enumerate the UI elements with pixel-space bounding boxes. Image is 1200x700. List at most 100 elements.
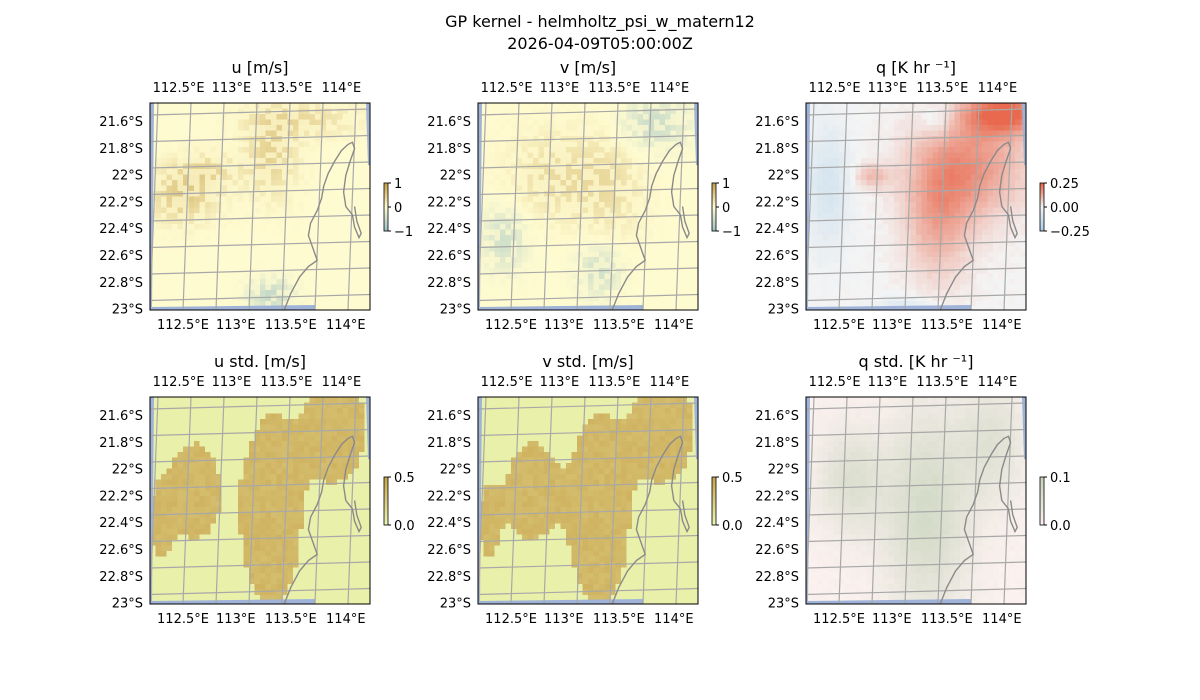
heatmap-cell [960, 273, 966, 280]
heatmap-cell [348, 185, 354, 192]
heatmap-cell [811, 147, 818, 153]
heatmap-cell [987, 251, 994, 258]
heatmap-cell [188, 119, 195, 126]
heatmap-cell [304, 413, 310, 420]
heatmap-cell [353, 207, 360, 214]
heatmap-cell [637, 262, 644, 269]
heatmap-cell [304, 290, 310, 296]
heatmap-cell [648, 224, 655, 230]
heatmap-cell [238, 196, 244, 203]
heatmap-cell [511, 163, 517, 170]
heatmap-cell [877, 251, 884, 258]
heatmap-cell [987, 180, 994, 186]
heatmap-cell [199, 174, 206, 181]
heatmap-cell [337, 235, 343, 241]
heatmap-cell [659, 279, 666, 285]
heatmap-cell [1009, 306, 1016, 310]
heatmap-cell [850, 202, 856, 208]
heatmap-cell [287, 224, 294, 230]
heatmap-cell [560, 279, 567, 285]
heatmap-cell [905, 251, 911, 258]
heatmap-cell [293, 180, 299, 186]
heatmap-cell [910, 246, 917, 252]
heatmap-cell [194, 229, 200, 236]
heatmap-cell [637, 224, 644, 230]
heatmap-cell [888, 240, 895, 247]
heatmap-cell [494, 125, 501, 131]
heatmap-cell [927, 130, 933, 137]
heatmap-cell [364, 141, 370, 148]
heatmap-cell [210, 413, 217, 420]
heatmap-cell [505, 180, 512, 186]
heatmap-cell [342, 397, 349, 403]
heatmap-cell [304, 163, 310, 170]
heatmap-cell [582, 130, 589, 137]
heatmap-cell [643, 147, 649, 153]
heatmap-cell [866, 207, 873, 214]
heatmap-cell [976, 202, 983, 208]
heatmap-cell [265, 262, 272, 269]
heatmap-cell [643, 136, 649, 142]
heatmap-cell [921, 147, 928, 153]
heatmap-cell [238, 235, 244, 241]
heatmap-cell [172, 246, 178, 252]
heatmap-cell [921, 240, 928, 247]
heatmap-cell [604, 213, 611, 219]
heatmap-cell [670, 136, 677, 142]
heatmap-cell [326, 306, 332, 310]
heatmap-cell [610, 141, 616, 148]
heatmap-cell [555, 141, 561, 148]
heatmap-cell [883, 174, 889, 181]
heatmap-cell [998, 136, 1005, 142]
heatmap-cell [571, 152, 578, 159]
heatmap-cell [232, 119, 239, 126]
heatmap-cell [287, 268, 294, 274]
heatmap-cell [811, 196, 818, 203]
heatmap-cell [811, 158, 818, 164]
heatmap-cell [315, 397, 321, 403]
heatmap-cell [665, 163, 671, 170]
heatmap-cell [976, 147, 983, 153]
heatmap-cell [549, 279, 556, 285]
heatmap-cell [210, 152, 217, 159]
heatmap-cell [676, 174, 682, 181]
heatmap-cell [183, 158, 189, 164]
heatmap-cell [489, 108, 495, 115]
heatmap-cell [621, 279, 627, 285]
heatmap-cell [315, 174, 321, 181]
heatmap-cell [615, 213, 622, 219]
heatmap-cell [987, 103, 994, 109]
heatmap-cell [516, 174, 523, 181]
heatmap-cell [364, 229, 370, 236]
heatmap-cell [188, 262, 195, 269]
heatmap-cell [811, 301, 818, 307]
heatmap-cell [210, 136, 217, 142]
heatmap-cell [659, 207, 666, 214]
heatmap-cell [610, 185, 616, 192]
colorbar-swatch [384, 195, 388, 198]
heatmap-cell [348, 295, 354, 302]
heatmap-cell [883, 130, 889, 137]
heatmap-cell [549, 158, 556, 164]
heatmap-cell [172, 419, 178, 425]
heatmap-cell [555, 213, 561, 219]
heatmap-cell [932, 279, 939, 285]
heatmap-cell [483, 251, 490, 258]
heatmap-cell [971, 257, 977, 263]
heatmap-cell [676, 306, 682, 310]
heatmap-cell [938, 273, 944, 280]
heatmap-cell [621, 273, 627, 280]
heatmap-cell [921, 174, 928, 181]
heatmap-cell [549, 235, 556, 241]
heatmap-cell [276, 279, 283, 285]
heatmap-cell [353, 402, 360, 409]
heatmap-cell [494, 163, 501, 170]
heatmap-cell [927, 114, 933, 120]
colorbar-swatch [384, 209, 388, 212]
heatmap-cell [960, 284, 966, 291]
heatmap-cell [665, 119, 671, 126]
heatmap-cell [304, 152, 310, 159]
heatmap-cell [353, 262, 360, 269]
heatmap-cell [571, 251, 578, 258]
heatmap-cell [155, 262, 162, 269]
